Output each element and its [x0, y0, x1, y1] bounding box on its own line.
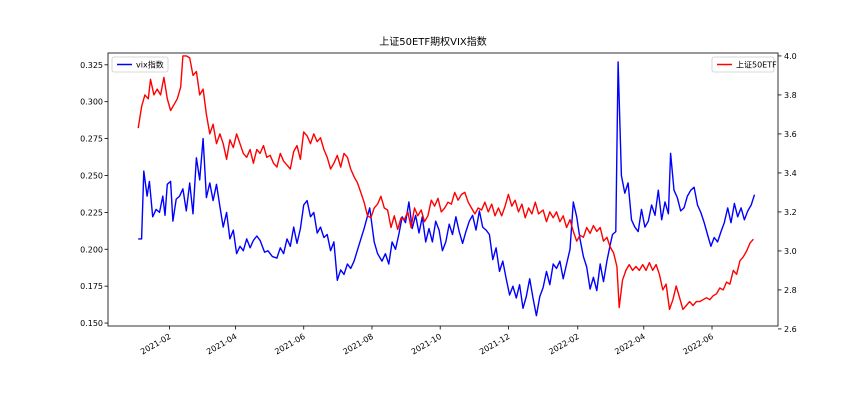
legend-box	[111, 56, 169, 73]
y-left-tick-label: 0.300	[80, 98, 103, 107]
y-left-tick-label: 0.200	[80, 245, 103, 254]
y-left-tick-label: 0.250	[80, 171, 103, 180]
y-left-tick-label: 0.275	[80, 135, 103, 144]
plot-frame	[107, 52, 779, 327]
y-left-tick-label: 0.225	[80, 208, 103, 217]
y-left-tick-label: 0.175	[80, 282, 103, 291]
y-right-tick-label: 3.6	[784, 130, 797, 139]
y-right-tick-label: 3.4	[784, 169, 797, 178]
y-right-tick-label: 3.8	[784, 91, 797, 100]
etf-series-line	[137, 55, 754, 311]
legends: vix指数 上证50ETF	[111, 56, 777, 73]
chart-title: 上证50ETF期权VIX指数	[379, 35, 487, 48]
series-layer	[137, 55, 756, 317]
legend-label: vix指数	[136, 60, 164, 70]
y-left-tick-label: 0.150	[80, 319, 103, 328]
legend-vix: vix指数	[111, 56, 169, 73]
legend-box	[711, 56, 775, 73]
y-left-tick-label: 0.325	[80, 61, 103, 70]
legend-etf: 上证50ETF	[711, 56, 777, 73]
vix-series-line	[138, 61, 756, 317]
y-right-tick-label: 3.0	[784, 247, 797, 256]
legend-label: 上证50ETF	[736, 61, 777, 70]
y-right-tick-label: 2.8	[784, 286, 797, 295]
y-right-tick-label: 2.6	[784, 325, 797, 334]
y-right-tick-label: 4.0	[784, 52, 797, 61]
y-right-tick-label: 3.2	[784, 208, 797, 217]
